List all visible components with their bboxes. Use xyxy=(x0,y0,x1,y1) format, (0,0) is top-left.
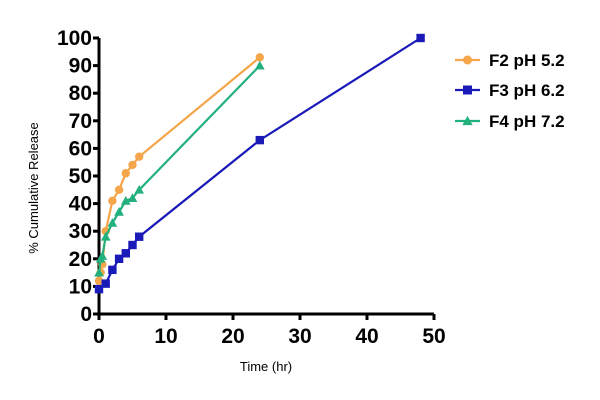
x-tick-label: 30 xyxy=(288,325,311,348)
y-tick-label: 70 xyxy=(69,110,92,133)
y-tick-label: 60 xyxy=(69,137,92,160)
series-line xyxy=(97,56,261,282)
legend-marker xyxy=(463,55,472,65)
y-tick-label: 0 xyxy=(80,303,92,326)
data-point xyxy=(127,193,138,202)
data-point xyxy=(134,184,145,194)
series-layer xyxy=(94,33,425,294)
data-point xyxy=(94,284,104,294)
x-tick-label: 0 xyxy=(93,325,105,348)
x-axis-title: Time (hr) xyxy=(240,359,292,374)
y-tick-label: 40 xyxy=(69,193,92,216)
y-tick-label: 20 xyxy=(69,248,92,271)
data-point xyxy=(114,185,124,194)
y-axis-title: % Cumulative Release xyxy=(26,122,41,254)
data-point xyxy=(128,240,137,250)
data-point xyxy=(100,231,111,241)
y-axis-ticks: 0 10 20 30 40 50 60 70 80 90 100 xyxy=(57,27,99,326)
series-3 xyxy=(94,60,265,277)
legend-item: F4 pH 7.2 xyxy=(455,112,565,131)
legend-label: F3 pH 6.2 xyxy=(489,81,565,100)
legend-label: F4 pH 7.2 xyxy=(489,112,565,131)
legend-marker xyxy=(463,85,472,95)
data-point xyxy=(121,249,130,258)
data-point xyxy=(107,218,118,227)
series-line xyxy=(98,37,422,291)
legend-marker xyxy=(462,115,473,126)
y-tick-label: 80 xyxy=(69,82,92,105)
x-tick-label: 50 xyxy=(422,325,445,348)
legend: F2 pH 5.2 F3 pH 6.2 F4 pH 7.2 xyxy=(455,51,565,131)
series-2 xyxy=(94,33,425,294)
legend-item: F3 pH 6.2 xyxy=(455,81,565,100)
y-tick-label: 50 xyxy=(69,165,92,188)
data-point xyxy=(120,196,131,205)
data-point xyxy=(94,267,104,277)
data-point xyxy=(114,254,124,263)
y-tick-label: 10 xyxy=(69,275,92,298)
data-point xyxy=(101,279,110,288)
x-tick-label: 20 xyxy=(221,325,244,348)
data-point xyxy=(108,265,117,275)
data-point xyxy=(255,53,264,62)
legend-item: F2 pH 5.2 xyxy=(455,51,565,70)
data-point xyxy=(94,276,104,286)
data-point xyxy=(135,152,144,161)
data-point xyxy=(97,251,108,260)
y-tick-label: 100 xyxy=(57,27,92,50)
data-point xyxy=(254,60,265,70)
data-point xyxy=(416,33,425,43)
data-point xyxy=(128,160,137,170)
data-point xyxy=(108,196,117,206)
data-point xyxy=(114,207,124,216)
x-axis-ticks: 0 10 20 30 40 50 xyxy=(93,314,446,348)
y-tick-label: 30 xyxy=(69,220,92,243)
x-tick-label: 10 xyxy=(154,325,177,348)
axes xyxy=(97,38,434,316)
y-tick-label: 90 xyxy=(69,55,92,78)
series-line xyxy=(97,64,261,273)
data-point xyxy=(135,232,144,241)
x-tick-label: 40 xyxy=(355,325,378,348)
data-point xyxy=(255,135,264,145)
legend-label: F2 pH 5.2 xyxy=(489,51,565,70)
data-point xyxy=(121,169,130,178)
